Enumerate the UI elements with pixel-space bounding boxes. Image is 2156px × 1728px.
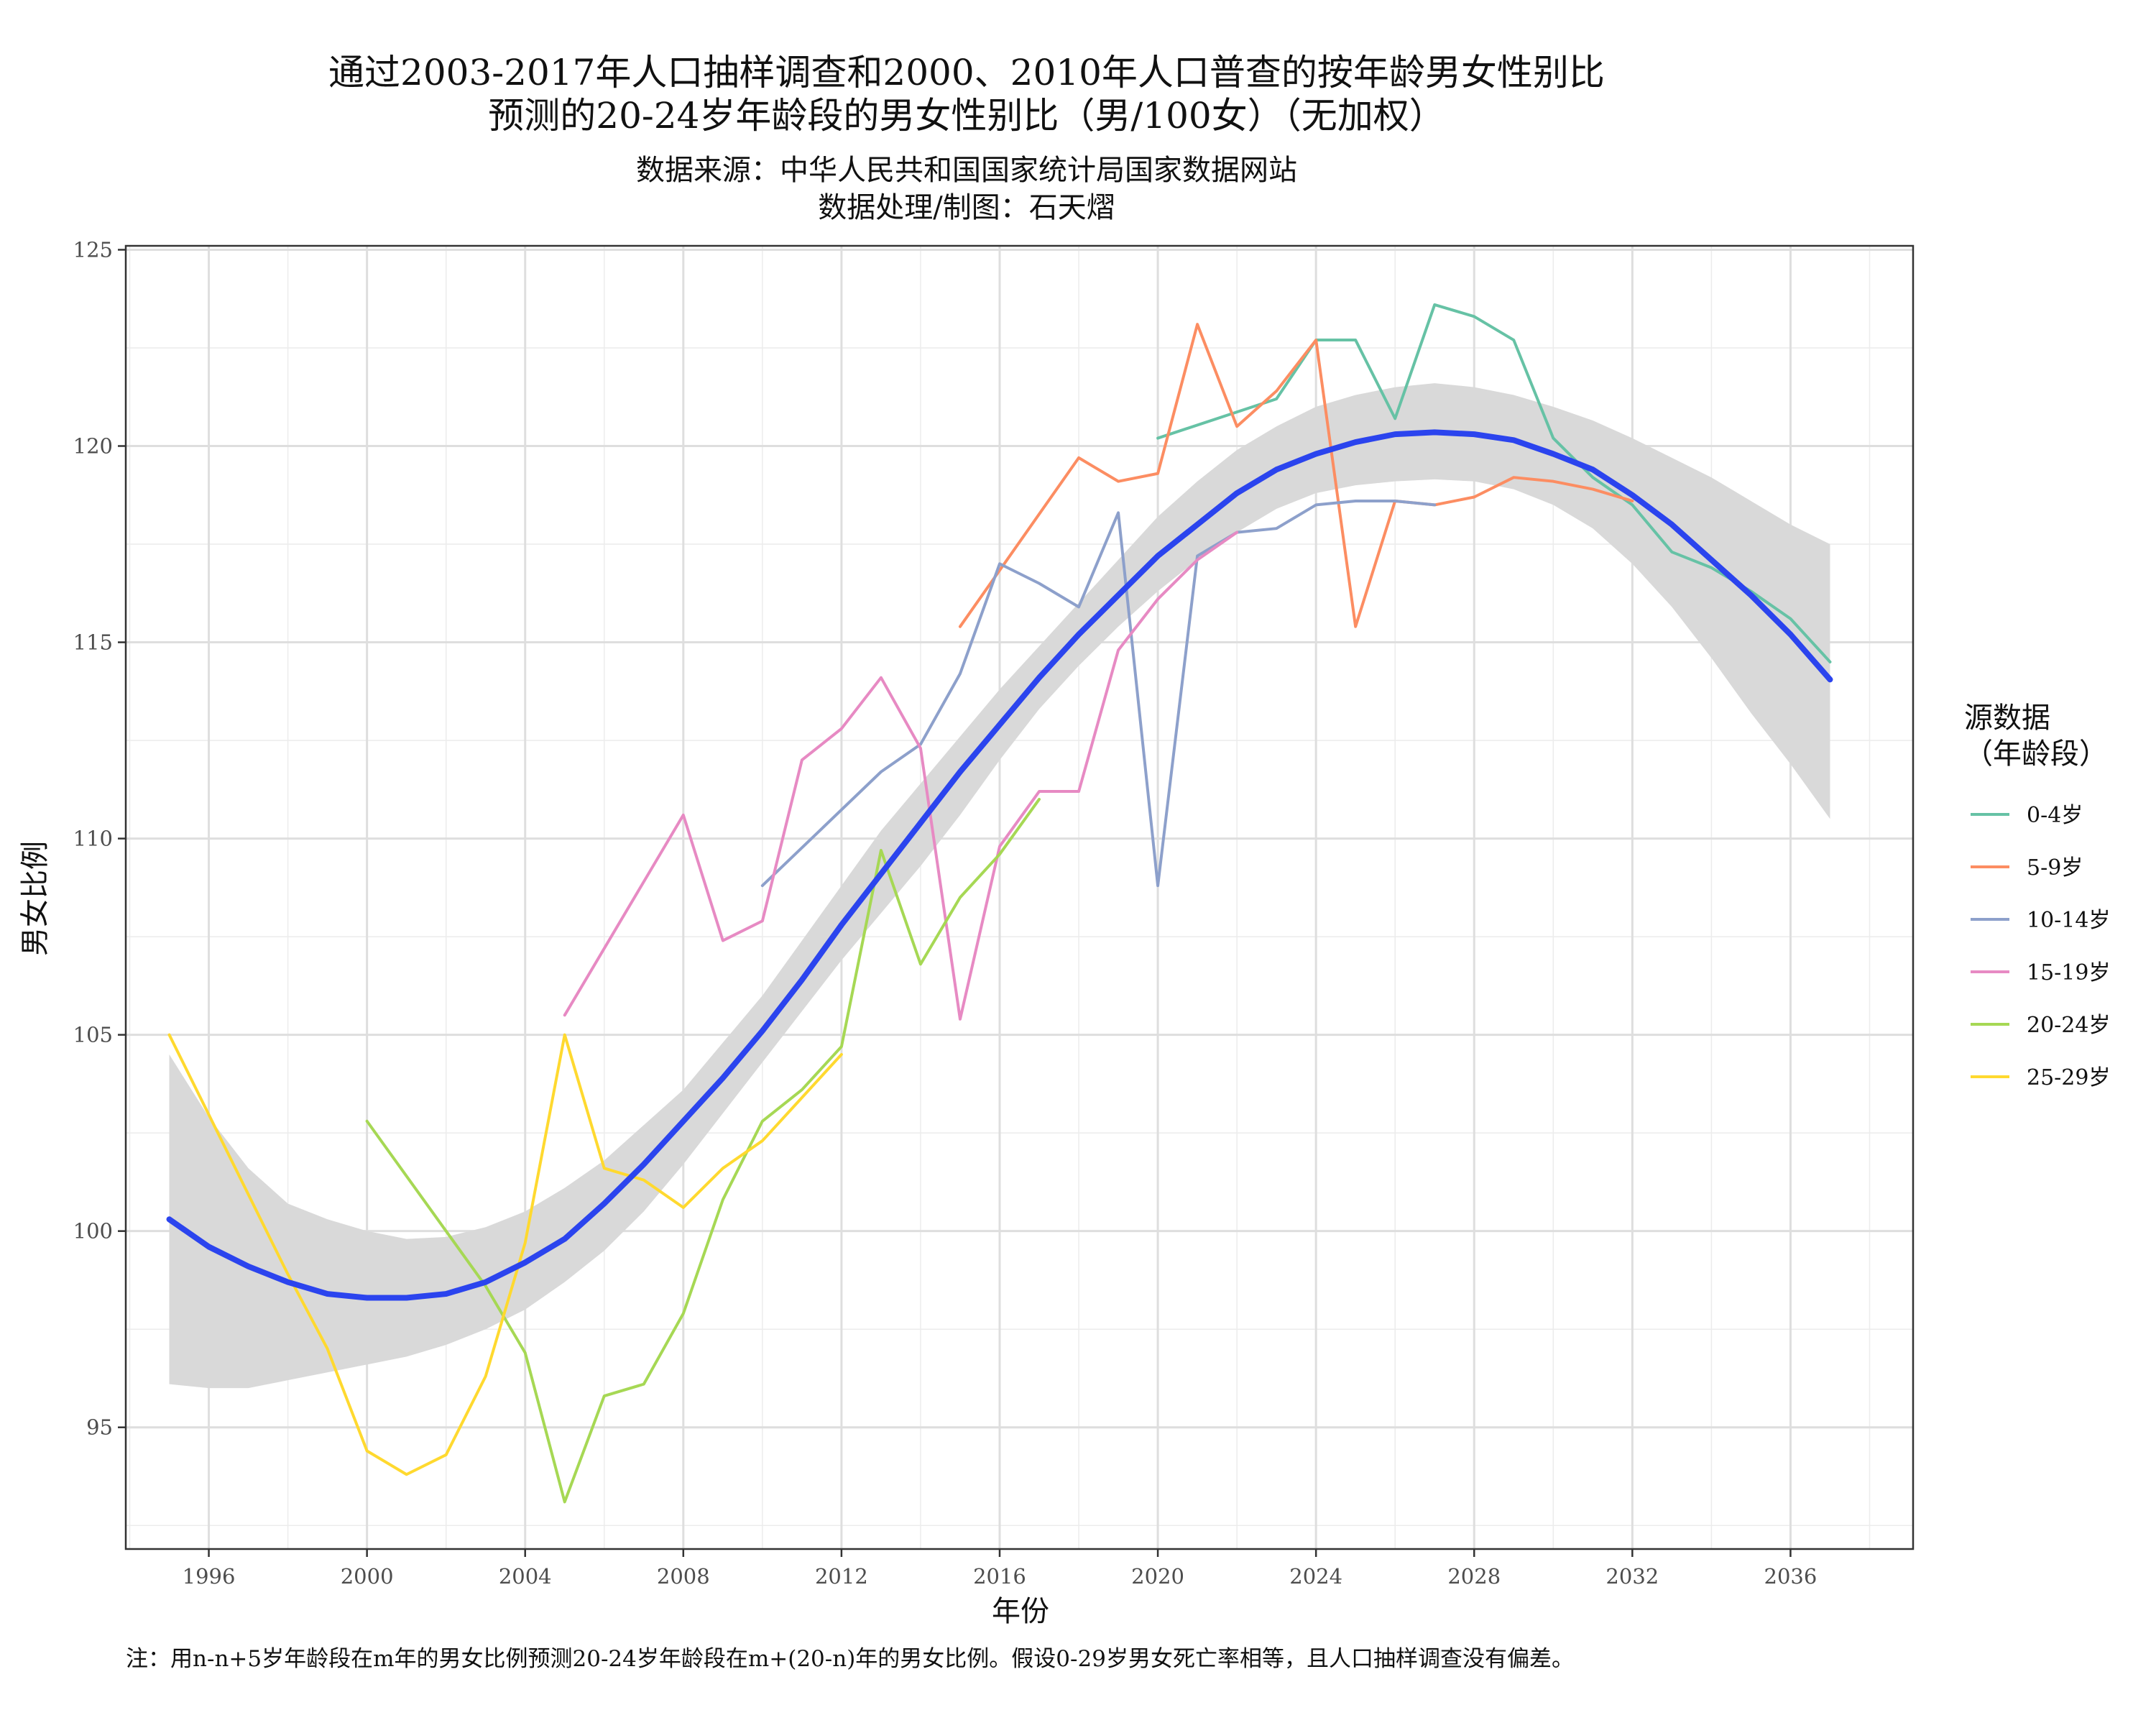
y-tick-label: 125 (73, 237, 113, 262)
x-tick-label: 2032 (1606, 1564, 1659, 1589)
subtitle-line-1: 数据来源：中华人民共和国国家统计局国家数据网站 (636, 154, 1297, 187)
series-line-20-24岁 (365, 797, 1041, 1504)
x-axis-title: 年份 (992, 1595, 1049, 1628)
x-tick-label: 2036 (1764, 1564, 1818, 1589)
x-tick-label: 2020 (1131, 1564, 1184, 1589)
chart-title: 通过2003-2017年人口抽样调查和2000、2010年人口普查的按年龄男女性… (328, 52, 1605, 137)
legend-label-5-9岁: 5-9岁 (2027, 855, 2083, 881)
series-line-5-9岁 (958, 323, 1634, 628)
x-tick-label: 1996 (183, 1564, 236, 1589)
legend-items: 0-4岁 5-9岁 10-14岁 15-19岁 20-24岁 25-29岁 (1971, 803, 2110, 1090)
legend-label-10-14岁: 10-14岁 (2027, 908, 2110, 933)
title-line-2: 预测的20-24岁年龄段的男女性别比（男/100女）（无加权） (488, 95, 1445, 137)
series-line-10-14岁 (760, 499, 1437, 888)
y-tick-label: 115 (73, 630, 113, 655)
chart-subtitle: 数据来源：中华人民共和国国家统计局国家数据网站 数据处理/制图：石天熠 (636, 154, 1297, 224)
subtitle-line-2: 数据处理/制图：石天熠 (818, 191, 1115, 224)
plot-panel-border (124, 244, 1915, 1550)
x-tick-label: 2012 (815, 1564, 868, 1589)
y-axis-title: 男女比例 (19, 841, 52, 956)
x-axis: 1996 2000 2004 2008 2012 2016 2020 2024 2028 2032… (183, 1549, 1818, 1589)
confidence-band (169, 383, 1830, 1389)
y-tick-label: 95 (86, 1415, 113, 1440)
legend-label-25-29岁: 25-29岁 (2027, 1065, 2110, 1090)
y-axis: 95 100 105 110 115 120 125 (73, 237, 126, 1440)
data-series (167, 303, 1832, 1504)
x-tick-label: 2004 (499, 1564, 552, 1589)
smooth-fit-line (166, 429, 1833, 1301)
legend-title-line-1: 源数据 (1964, 702, 2050, 735)
legend-label-20-24岁: 20-24岁 (2027, 1013, 2110, 1038)
x-tick-label: 2028 (1447, 1564, 1501, 1589)
x-tick-label: 2000 (341, 1564, 394, 1589)
title-line-1: 通过2003-2017年人口抽样调查和2000、2010年人口普查的按年龄男女性… (328, 52, 1605, 93)
y-tick-label: 100 (73, 1219, 113, 1244)
y-tick-label: 120 (73, 434, 113, 459)
legend-label-0-4岁: 0-4岁 (2027, 803, 2083, 828)
y-tick-label: 110 (73, 827, 113, 851)
plot-area: 1996 2000 2004 2008 2012 2016 2020 2024 2028 2032… (73, 237, 1915, 1589)
x-tick-label: 2008 (657, 1564, 710, 1589)
x-tick-label: 2016 (973, 1564, 1026, 1589)
legend-title-line-2: （年龄段） (1964, 737, 2108, 771)
x-tick-label: 2024 (1289, 1564, 1342, 1589)
y-tick-label: 105 (73, 1023, 113, 1047)
series-line-15-19岁 (563, 530, 1239, 1021)
series-line-25-29岁 (167, 1033, 843, 1476)
legend-label-15-19岁: 15-19岁 (2027, 960, 2110, 985)
chart-caption: 注：用n-n+5岁年龄段在m年的男女比例预测20-24岁年龄段在m+(20-n)… (126, 1646, 1574, 1672)
legend: 源数据 （年龄段） 0-4岁 5-9岁 10-14岁 15-19岁 20-24岁 25-2… (1964, 702, 2110, 1090)
